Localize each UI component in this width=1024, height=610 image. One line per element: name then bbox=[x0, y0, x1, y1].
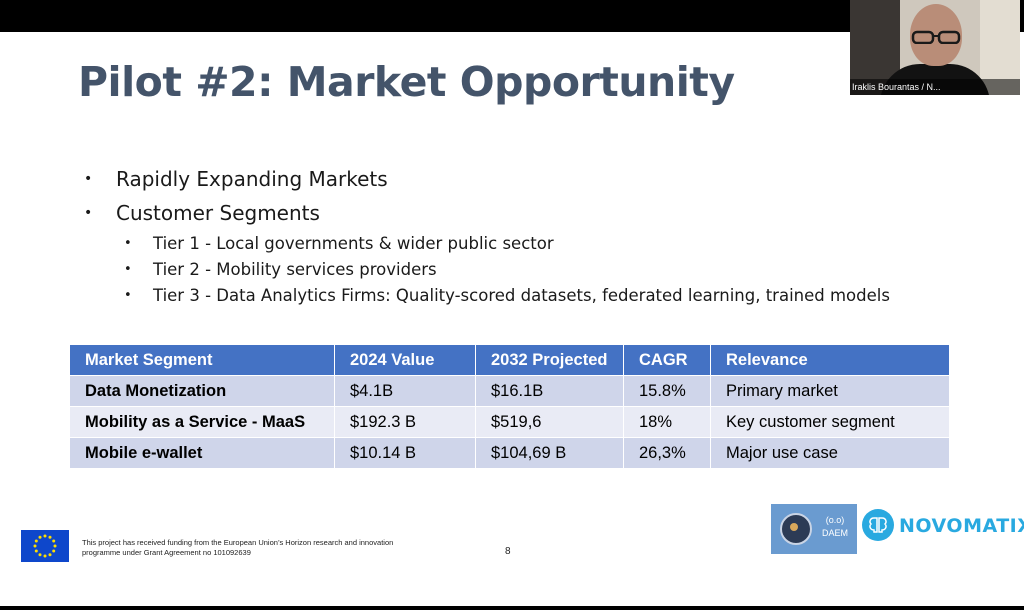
table-row: Mobility as a Service - MaaS $192.3 B $5… bbox=[69, 406, 950, 438]
sub-bullet-text: Tier 2 - Mobility services providers bbox=[153, 260, 437, 279]
header-cagr: CAGR bbox=[623, 344, 711, 376]
bullet-text: Rapidly Expanding Markets bbox=[116, 167, 388, 191]
slide-title: Pilot #2: Market Opportunity bbox=[78, 58, 735, 106]
header-2032-projected: 2032 Projected bbox=[475, 344, 624, 376]
sub-bullet-item: • Tier 3 - Data Analytics Firms: Quality… bbox=[84, 284, 890, 310]
eu-flag-icon bbox=[21, 530, 69, 562]
daem-seal-icon bbox=[780, 513, 812, 545]
cell-segment: Mobility as a Service - MaaS bbox=[69, 406, 335, 438]
bullet-dot: • bbox=[84, 171, 93, 187]
cell-relevance: Major use case bbox=[710, 437, 950, 469]
bullet-item: • Rapidly Expanding Markets bbox=[84, 164, 890, 198]
sub-bullet-text: Tier 1 - Local governments & wider publi… bbox=[153, 234, 554, 253]
daem-logo-text: DAEM bbox=[821, 528, 848, 538]
sub-bullet-item: • Tier 2 - Mobility services providers bbox=[84, 258, 890, 284]
cell-segment: Data Monetization bbox=[69, 375, 335, 407]
cell-cagr: 18% bbox=[623, 406, 711, 438]
funding-acknowledgement: This project has received funding from t… bbox=[82, 538, 394, 557]
participant-video-tile[interactable]: Iraklis Bourantas / N... bbox=[850, 0, 1020, 95]
brain-icon bbox=[862, 509, 894, 541]
cell-2024-value: $10.14 B bbox=[334, 437, 476, 469]
bullet-dot: • bbox=[124, 288, 132, 303]
daem-logo: (o.o) DAEM bbox=[771, 504, 857, 554]
bullet-text: Customer Segments bbox=[116, 201, 320, 225]
cell-2024-value: $4.1B bbox=[334, 375, 476, 407]
bottom-black-bar bbox=[0, 606, 1024, 610]
sub-bullet-text: Tier 3 - Data Analytics Firms: Quality-s… bbox=[153, 286, 890, 305]
cell-2024-value: $192.3 B bbox=[334, 406, 476, 438]
header-relevance: Relevance bbox=[710, 344, 950, 376]
daem-logo-mark: (o.o) bbox=[825, 515, 845, 525]
cell-relevance: Primary market bbox=[710, 375, 950, 407]
cell-cagr: 15.8% bbox=[623, 375, 711, 407]
cell-relevance: Key customer segment bbox=[710, 406, 950, 438]
bullet-dot: • bbox=[124, 262, 132, 277]
header-market-segment: Market Segment bbox=[69, 344, 335, 376]
table-row: Data Monetization $4.1B $16.1B 15.8% Pri… bbox=[69, 375, 950, 407]
table-header-row: Market Segment 2024 Value 2032 Projected… bbox=[69, 344, 950, 376]
cell-cagr: 26,3% bbox=[623, 437, 711, 469]
novomatix-logo: NOVOMATIX bbox=[899, 515, 1024, 537]
cell-segment: Mobile e-wallet bbox=[69, 437, 335, 469]
cell-2032-projected: $104,69 B bbox=[475, 437, 624, 469]
bullet-dot: • bbox=[84, 205, 93, 221]
cell-2032-projected: $519,6 bbox=[475, 406, 624, 438]
bullet-dot: • bbox=[124, 236, 132, 251]
table-row: Mobile e-wallet $10.14 B $104,69 B 26,3%… bbox=[69, 437, 950, 469]
bullet-item: • Customer Segments bbox=[84, 198, 890, 232]
sub-bullet-item: • Tier 1 - Local governments & wider pub… bbox=[84, 232, 890, 258]
market-table: Market Segment 2024 Value 2032 Projected… bbox=[69, 344, 950, 469]
header-2024-value: 2024 Value bbox=[334, 344, 476, 376]
glasses-icon bbox=[911, 30, 961, 44]
cell-2032-projected: $16.1B bbox=[475, 375, 624, 407]
page-number: 8 bbox=[505, 546, 511, 557]
participant-name-label: Iraklis Bourantas / N... bbox=[850, 79, 1020, 95]
bullet-list: • Rapidly Expanding Markets • Customer S… bbox=[84, 164, 890, 310]
